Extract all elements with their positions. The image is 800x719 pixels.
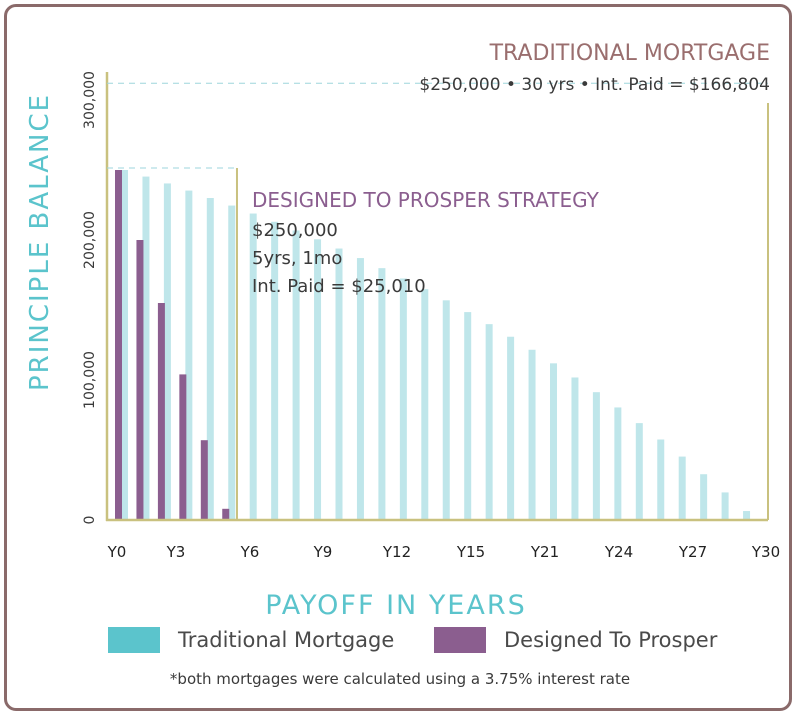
bar-traditional-y14 (421, 289, 429, 520)
bar-traditional-y9 (314, 239, 322, 521)
x-tick-label: Y0 (107, 543, 127, 561)
prosper-annotation-term: 5yrs, 1mo (252, 248, 342, 269)
bar-traditional-y21 (571, 377, 579, 520)
prosper-annotation-interest: Int. Paid = $25,010 (252, 276, 426, 297)
bar-traditional-y4 (206, 198, 214, 520)
y-axis-label: PRINCIPLE BALANCE (25, 93, 55, 391)
bar-traditional-y2 (163, 183, 171, 520)
x-tick-label: Y24 (604, 543, 633, 561)
x-tick-label: Y15 (456, 543, 485, 561)
y-tick-labels: 0 100,000 200,000 300,000 (82, 71, 98, 524)
footnote: *both mortgages were calculated using a … (169, 670, 631, 688)
bar-traditional-y20 (550, 363, 557, 520)
y-tick-label: 0 (82, 516, 98, 525)
bar-traditional-y10 (335, 248, 343, 521)
bar-traditional-y27 (700, 474, 708, 520)
bar-traditional-y12 (378, 268, 386, 520)
bar-traditional-y0 (121, 170, 128, 520)
x-tick-label: Y3 (166, 543, 186, 561)
bar-prosper-y4 (200, 440, 208, 520)
bar-prosper-y5 (222, 508, 230, 520)
bar-prosper-y1 (136, 240, 144, 520)
bar-traditional-y11 (356, 258, 364, 520)
bar-traditional-y1 (142, 176, 150, 520)
bar-traditional-y24 (635, 423, 643, 520)
x-tick-label: Y6 (240, 543, 260, 561)
bar-traditional-y23 (614, 407, 622, 520)
bar-traditional-y19 (528, 349, 536, 520)
bar-traditional-y25 (657, 439, 665, 520)
bar-traditional-y22 (592, 392, 600, 520)
prosper-annotation-amount: $250,000 (252, 220, 338, 241)
x-tick-label: Y27 (678, 543, 707, 561)
bar-traditional-y7 (271, 221, 279, 521)
prosper-annotation-title: DESIGNED TO PROSPER STRATEGY (252, 188, 600, 212)
x-tick-label: Y30 (751, 543, 780, 561)
bar-traditional-y6 (249, 213, 257, 521)
bar-traditional-y28 (721, 492, 729, 520)
x-tick-labels: Y0 Y3 Y6 Y9 Y12 Y15 Y21 Y24 Y27 Y30 (107, 543, 780, 561)
bar-traditional-y18 (507, 336, 515, 520)
bar-traditional-y17 (485, 324, 493, 520)
traditional-bars (121, 170, 751, 521)
legend-label-traditional: Traditional Mortgage (178, 628, 395, 652)
bar-traditional-y13 (399, 278, 407, 520)
x-tick-label: Y21 (530, 543, 559, 561)
legend-swatch-prosper (434, 627, 486, 653)
x-tick-label: Y9 (313, 543, 333, 561)
bar-prosper-y2 (157, 303, 165, 520)
chart-frame (4, 4, 792, 711)
traditional-annotation-detail: $250,000 • 30 yrs • Int. Paid = $166,804 (419, 75, 770, 95)
traditional-annotation-title: TRADITIONAL MORTGAGE (489, 41, 770, 66)
y-tick-label: 200,000 (82, 211, 98, 269)
legend-swatch-traditional (108, 627, 160, 653)
bar-prosper-y0 (115, 170, 122, 520)
bar-traditional-y29 (743, 511, 751, 520)
bar-traditional-y5 (228, 205, 236, 520)
x-axis-label: PAYOFF IN YEARS (265, 590, 527, 621)
legend-label-prosper: Designed To Prosper (504, 628, 718, 652)
bar-traditional-y8 (292, 230, 300, 521)
bar-traditional-y26 (678, 456, 686, 520)
bar-traditional-y16 (464, 312, 472, 520)
prosper-bars (115, 170, 230, 520)
x-tick-label: Y12 (382, 543, 411, 561)
bar-traditional-y15 (442, 300, 450, 520)
bar-prosper-y3 (179, 374, 187, 520)
bar-traditional-y3 (185, 190, 193, 520)
y-tick-label: 300,000 (82, 71, 98, 129)
legend: Traditional Mortgage Designed To Prosper (0, 625, 800, 657)
y-tick-label: 100,000 (82, 351, 98, 409)
